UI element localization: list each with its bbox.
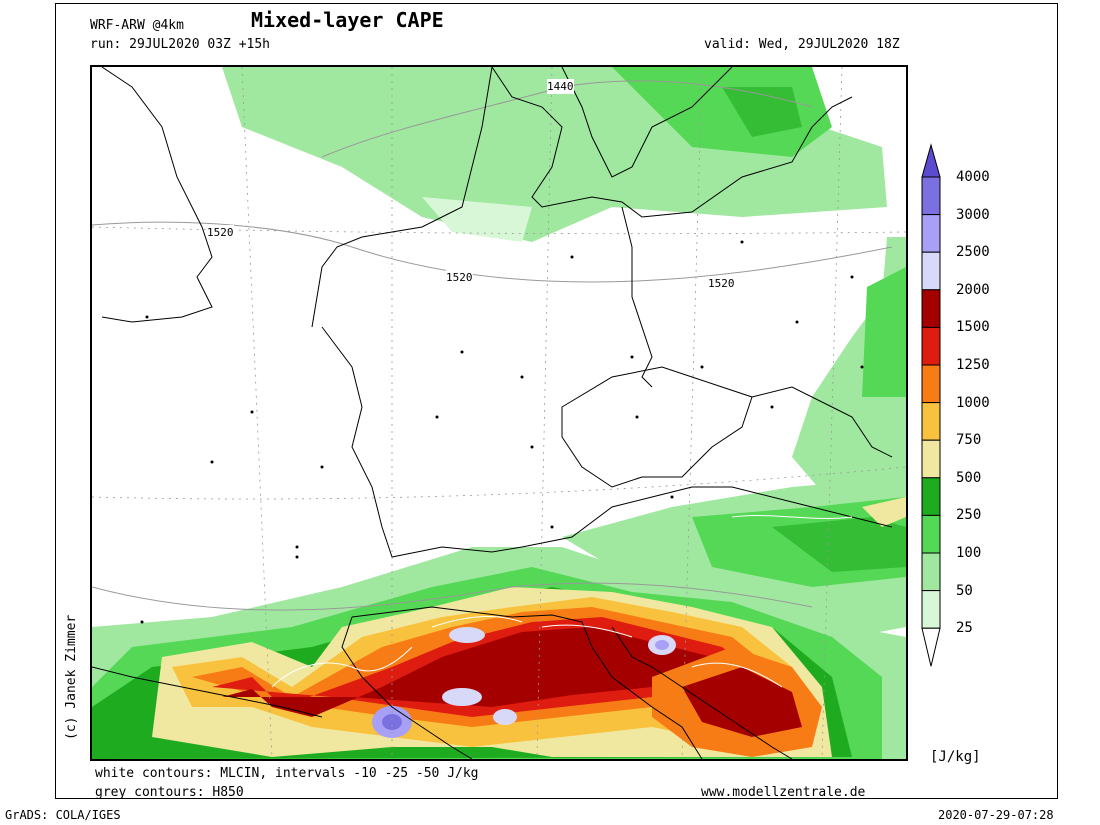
plot-title: Mixed-layer CAPE bbox=[251, 8, 444, 32]
valid-label: valid: Wed, 29JUL2020 18Z bbox=[704, 37, 900, 52]
grey-contours-note: grey contours: H850 bbox=[95, 785, 244, 800]
colorbar-tick-label: 250 bbox=[956, 507, 982, 524]
h850-label: 1440 bbox=[547, 79, 574, 94]
unit-label: [J/kg] bbox=[930, 749, 981, 765]
colorbar-tick-label: 1500 bbox=[956, 319, 990, 336]
colorbar-block bbox=[921, 364, 941, 404]
colorbar-tick-label: 3000 bbox=[956, 206, 990, 223]
cape-map: 1440 1520 1520 1520 bbox=[90, 65, 908, 761]
website-label: www.modellzentrale.de bbox=[701, 785, 866, 800]
colorbar-bottom-arrow bbox=[921, 627, 941, 667]
colorbar-block bbox=[921, 402, 941, 441]
colorbar-tick-label: 100 bbox=[956, 545, 982, 561]
colorbar-block bbox=[921, 514, 941, 554]
colorbar-block bbox=[921, 326, 941, 366]
coastlines-borders bbox=[92, 67, 893, 759]
colorbar-tick-label: 1000 bbox=[956, 394, 990, 411]
h850-label: 1520 bbox=[207, 225, 234, 240]
colorbar-tick-label: 25 bbox=[956, 620, 973, 637]
colorbar-block bbox=[921, 214, 941, 253]
colorbar-block bbox=[921, 590, 941, 629]
colorbar-top-arrow bbox=[921, 143, 941, 178]
station-dots bbox=[140, 240, 864, 624]
colorbar-block bbox=[921, 477, 941, 516]
cape-field bbox=[92, 67, 906, 759]
credit-label: (c) Janek Zimmer bbox=[64, 614, 79, 740]
grads-label: GrADS: COLA/IGES bbox=[5, 808, 121, 822]
colorbar-tick-label: 750 bbox=[956, 432, 982, 449]
h850-label: 1520 bbox=[446, 270, 473, 285]
colorbar-tick-label: 1250 bbox=[956, 357, 990, 373]
colorbar-svg bbox=[921, 143, 941, 667]
mlcin-contours bbox=[271, 515, 853, 688]
colorbar-tick-label: 2000 bbox=[956, 281, 990, 298]
colorbar-block bbox=[921, 251, 941, 291]
colorbar-block bbox=[921, 439, 941, 479]
white-contours-note: white contours: MLCIN, intervals -10 -25… bbox=[95, 766, 479, 781]
colorbar-tick-label: 50 bbox=[956, 582, 973, 599]
h850-label: 1520 bbox=[708, 276, 735, 291]
colorbar-block bbox=[921, 176, 941, 216]
colorbar-tick-label: 500 bbox=[956, 469, 982, 486]
colorbar-tick-label: 2500 bbox=[956, 244, 990, 261]
map-svg bbox=[92, 67, 906, 759]
colorbar-block bbox=[921, 289, 941, 328]
timestamp-label: 2020-07-29-07:28 bbox=[938, 808, 1054, 822]
colorbar-block bbox=[921, 552, 941, 592]
model-label: WRF-ARW @4km bbox=[90, 18, 184, 33]
run-label: run: 29JUL2020 03Z +15h bbox=[90, 37, 271, 52]
colorbar-tick-label: 4000 bbox=[956, 169, 990, 185]
